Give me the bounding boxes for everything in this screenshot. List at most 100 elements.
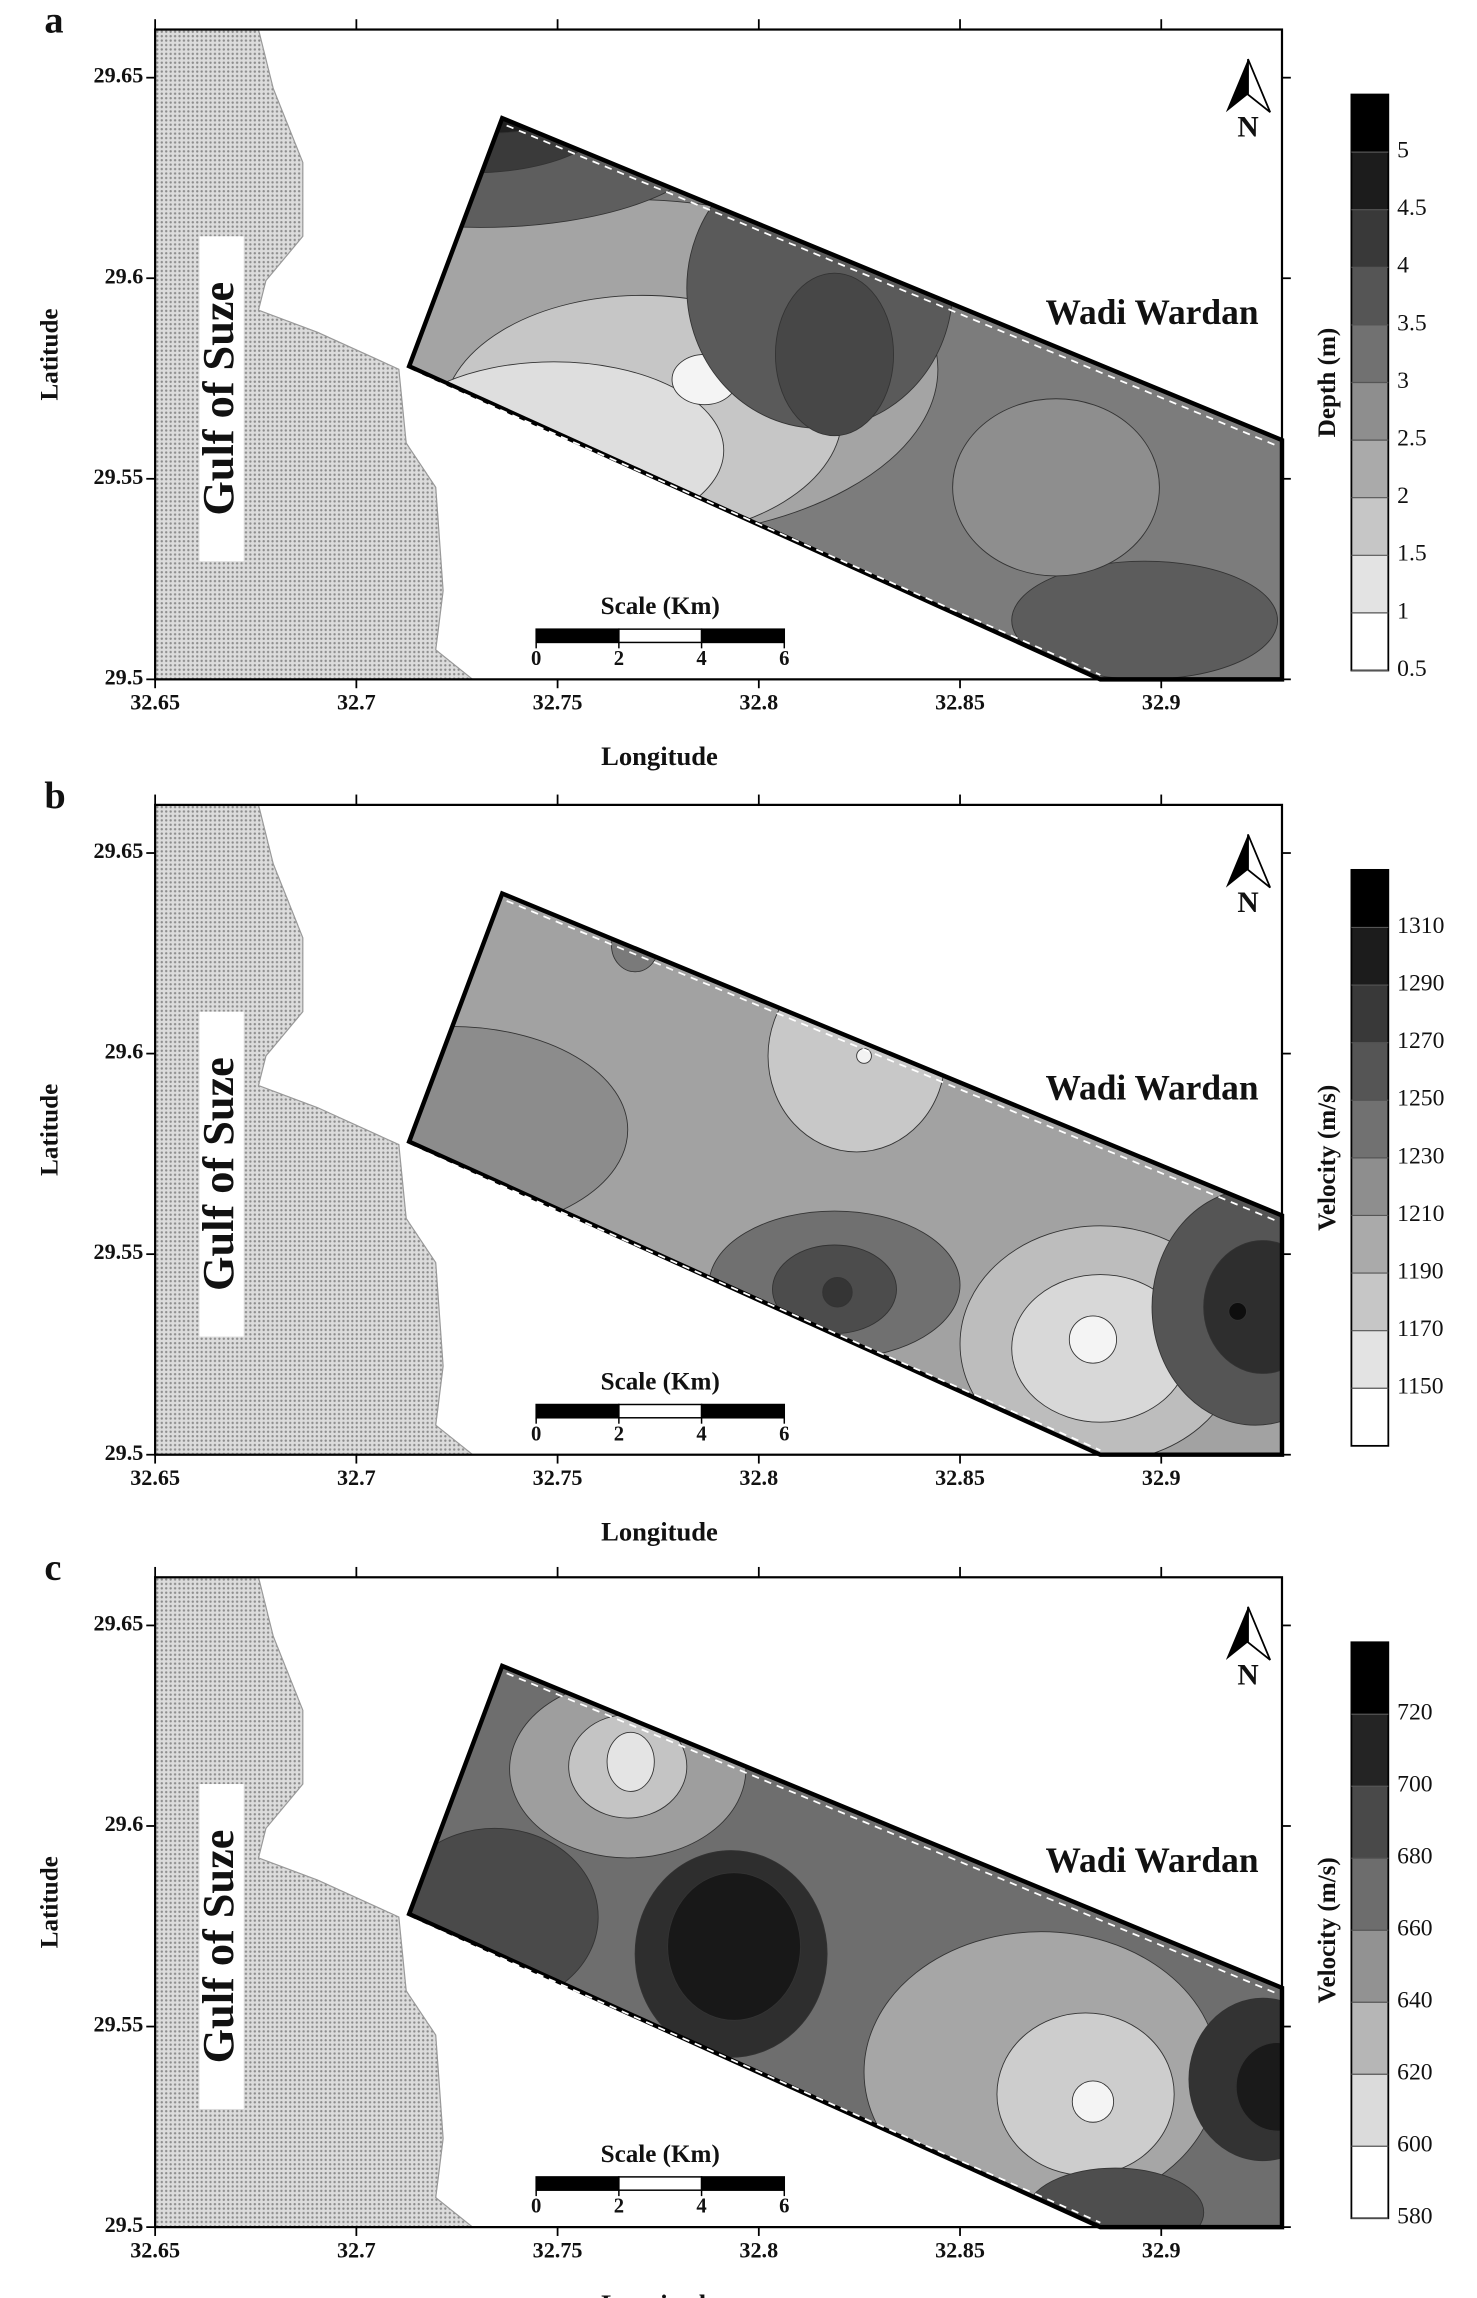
- x-tick-label: 32.75: [533, 1465, 583, 1490]
- contour-region: [1228, 1302, 1247, 1321]
- contour-region: [1235, 2042, 1282, 2132]
- scale-segment: [700, 628, 786, 644]
- sea-label-box: [199, 236, 244, 562]
- y-tick-label: 29.5: [105, 1440, 144, 1465]
- y-tick-label: 29.5: [105, 2212, 144, 2237]
- sea-label: Gulf of Suze: [194, 1057, 243, 1291]
- north-label: N: [1237, 887, 1258, 919]
- colorbar-tick-label: 680: [1397, 1844, 1432, 1870]
- scale-tick-label: 0: [531, 1423, 541, 1445]
- north-arrow: [1225, 834, 1249, 888]
- survey-edge: [414, 371, 1101, 676]
- north-arrow: [1225, 59, 1249, 113]
- sea-label-box: [199, 1784, 244, 2109]
- x-tick-label: 32.65: [130, 2237, 180, 2262]
- plot-frame: [154, 803, 1284, 1456]
- scale-tick-label: 6: [779, 648, 789, 670]
- north-arrow: [1247, 1606, 1271, 1661]
- map-panel: c 32.65 32.7 32.75 32.8 32.85 32.9 29.5 29.55 29.…: [37, 1547, 1433, 2298]
- site-label: Wadi Wardan: [1045, 292, 1258, 332]
- x-tick-label: 32.7: [337, 1465, 376, 1490]
- y-axis-label: Latitude: [37, 308, 64, 400]
- colorbar-tick-label: 5: [1397, 138, 1409, 164]
- scale-title: Scale (Km): [601, 593, 720, 620]
- scale-title: Scale (Km): [601, 2141, 720, 2168]
- colorbar-band: [1351, 152, 1389, 210]
- scale-segment: [618, 628, 703, 644]
- x-tick-label: 32.85: [935, 1465, 985, 1490]
- colorbar-band: [1351, 555, 1389, 613]
- contour-region: [952, 398, 1160, 577]
- colorbar-tick-label: 1210: [1397, 1201, 1444, 1227]
- plot-frame: [154, 28, 1284, 681]
- colorbar-tick-label: 1190: [1397, 1258, 1443, 1284]
- x-tick-label: 32.9: [1142, 1465, 1181, 1490]
- sea-label-box: [199, 1011, 244, 1337]
- x-tick-label: 32.65: [130, 1465, 180, 1490]
- colorbar-band: [1351, 1042, 1389, 1101]
- map-panel: b 32.65 32.7 32.75 32.8 32.85 32.9 29.5 29.55 29.…: [37, 775, 1445, 1547]
- colorbar-band: [1351, 2146, 1389, 2219]
- y-axis-label: Latitude: [37, 1084, 64, 1176]
- scale-tick-label: 0: [531, 648, 541, 670]
- survey-edge: [414, 1919, 1101, 2224]
- map-panel: a 32.65 32.7 32.75 32.8 32.85 32.9 29.5 29.55 29.…: [37, 0, 1427, 771]
- colorbar-band: [1351, 985, 1389, 1043]
- x-axis-label: Longitude: [601, 741, 718, 771]
- colorbar-tick-label: 0.5: [1397, 656, 1427, 682]
- scale-tick-label: 6: [779, 1423, 789, 1445]
- colorbar-band: [1351, 1714, 1389, 1787]
- colorbar-tick-label: 1.5: [1397, 541, 1427, 567]
- plot-frame: [154, 1576, 1284, 2229]
- scale-tick-label: 2: [614, 648, 624, 670]
- y-tick-label: 29.5: [105, 664, 144, 689]
- colorbar-tick-label: 640: [1397, 1988, 1432, 2014]
- colorbar-band: [1351, 440, 1389, 498]
- scale-tick-label: 0: [531, 2196, 541, 2218]
- x-axis-label: Longitude: [601, 1517, 718, 1547]
- scale-segment: [535, 628, 620, 644]
- y-tick-label: 29.6: [105, 263, 144, 288]
- y-tick-label: 29.55: [93, 1239, 143, 1264]
- contour-region: [1203, 1240, 1282, 1374]
- panel-label: c: [44, 1547, 61, 1589]
- site-label: Wadi Wardan: [1045, 1840, 1258, 1880]
- colorbar-tick-label: 1310: [1397, 913, 1444, 939]
- scale-title: Scale (Km): [601, 1369, 720, 1396]
- colorbar-tick-label: 1270: [1397, 1028, 1444, 1054]
- y-tick-label: 29.55: [93, 464, 143, 489]
- scale-tick-label: 4: [696, 1423, 706, 1445]
- contour-region: [667, 1872, 801, 2021]
- colorbar-band: [1351, 1215, 1389, 1274]
- colorbar-band: [1351, 612, 1389, 671]
- contour-group: [409, 893, 1282, 1455]
- colorbar-band: [1351, 927, 1389, 986]
- colorbar-band: [1351, 267, 1389, 325]
- y-tick-label: 29.65: [93, 63, 143, 88]
- colorbar-tick-label: 620: [1397, 2060, 1432, 2086]
- north-label: N: [1237, 1659, 1258, 1691]
- y-axis-label: Latitude: [37, 1856, 64, 1948]
- colorbar-tick-label: 660: [1397, 1916, 1432, 1942]
- colorbar-band: [1351, 2002, 1389, 2075]
- scale-segment: [535, 1403, 620, 1419]
- colorbar-tick-label: 2.5: [1397, 426, 1427, 452]
- x-tick-label: 32.8: [739, 2237, 778, 2262]
- x-axis-label: Longitude: [601, 2289, 718, 2298]
- x-tick-label: 32.85: [935, 2237, 985, 2262]
- colorbar-band: [1351, 1100, 1389, 1158]
- sea-label: Gulf of Suze: [194, 1830, 243, 2064]
- colorbar-tick-label: 4: [1397, 253, 1409, 279]
- x-tick-label: 32.75: [533, 2237, 583, 2262]
- x-tick-label: 32.9: [1142, 2237, 1181, 2262]
- x-tick-label: 32.7: [337, 2237, 376, 2262]
- scale-tick-label: 2: [614, 1423, 624, 1445]
- colorbar-tick-label: 1170: [1397, 1316, 1443, 1342]
- contour-region: [1011, 560, 1278, 680]
- colorbar-tick-label: 2: [1397, 483, 1409, 509]
- colorbar-band: [1351, 1642, 1389, 1715]
- scale-tick-label: 4: [696, 648, 706, 670]
- colorbar-band: [1351, 382, 1389, 441]
- colorbar-tick-label: 700: [1397, 1772, 1432, 1798]
